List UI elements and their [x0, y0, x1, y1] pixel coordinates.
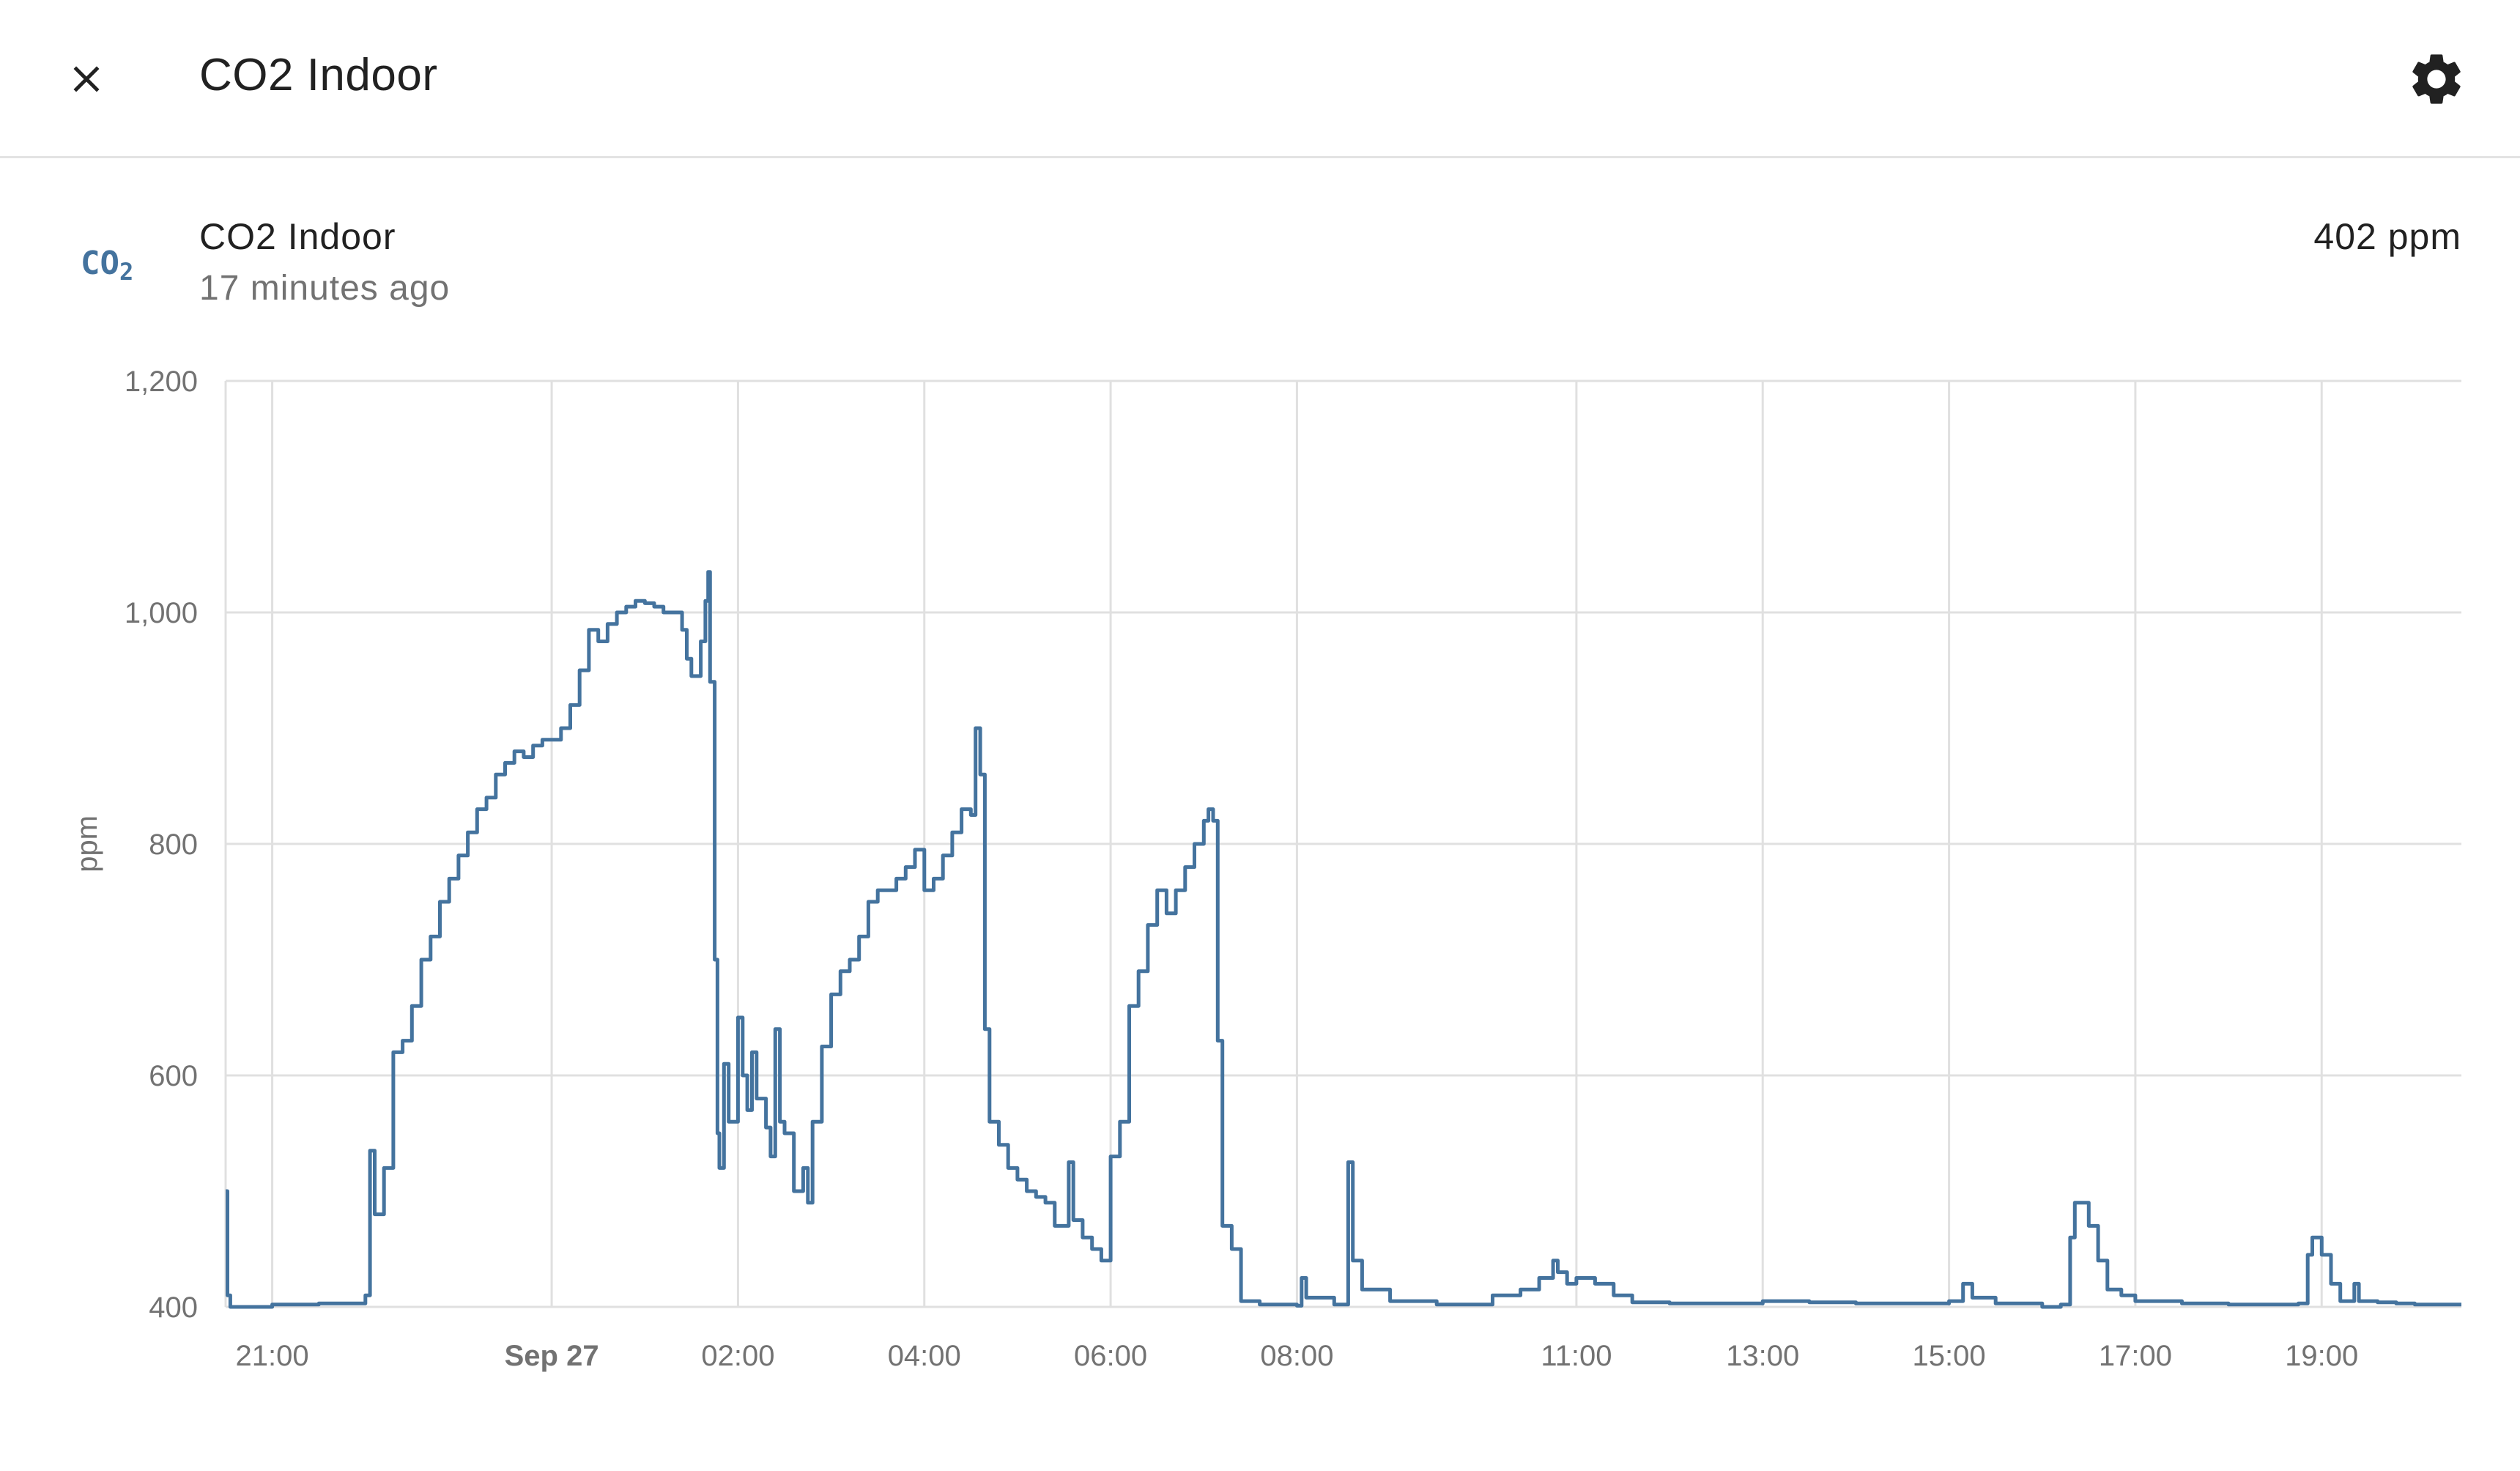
- close-button[interactable]: [51, 44, 122, 114]
- entity-name: CO2 Indoor: [199, 216, 396, 257]
- chart-series: [226, 570, 2461, 1309]
- x-tick-label: 06:00: [1074, 1340, 1147, 1372]
- x-tick-label: Sep 27: [505, 1340, 599, 1372]
- y-tick-label: 400: [149, 1292, 198, 1324]
- y-tick-label: 1,200: [125, 366, 198, 398]
- y-axis-label: ppm: [71, 815, 103, 872]
- chart-grid: [224, 379, 2461, 1308]
- entity-state: 402 ppm: [2313, 216, 2461, 257]
- settings-button[interactable]: [2397, 40, 2476, 119]
- x-tick-label: 08:00: [1260, 1340, 1333, 1372]
- x-tick-label: 13:00: [1726, 1340, 1799, 1372]
- molecule-co2-icon: CO2: [81, 245, 134, 286]
- x-tick-label: 15:00: [1913, 1340, 1986, 1372]
- x-tick-label: 04:00: [888, 1340, 961, 1372]
- x-tick-label: 21:00: [236, 1340, 309, 1372]
- y-tick-label: 800: [149, 829, 198, 861]
- chart-axes: 1,200 1,000 800 600 400 21:00 Sep 27 02:00 04:00…: [71, 366, 2358, 1372]
- y-tick-label: 600: [149, 1060, 198, 1092]
- series-line: [226, 570, 2461, 1309]
- dialog-title: CO2 Indoor: [199, 50, 438, 100]
- x-tick-label: 19:00: [2285, 1340, 2358, 1372]
- dialog-header: CO2 Indoor: [0, 0, 2520, 158]
- close-icon: [73, 66, 100, 92]
- y-tick-label: 1,000: [125, 597, 198, 629]
- x-tick-label: 11:00: [1541, 1340, 1612, 1372]
- x-tick-label: 02:00: [701, 1340, 774, 1372]
- last-changed: 17 minutes ago: [199, 269, 451, 308]
- x-tick-label: 17:00: [2099, 1340, 2172, 1372]
- gear-icon: [2412, 54, 2461, 104]
